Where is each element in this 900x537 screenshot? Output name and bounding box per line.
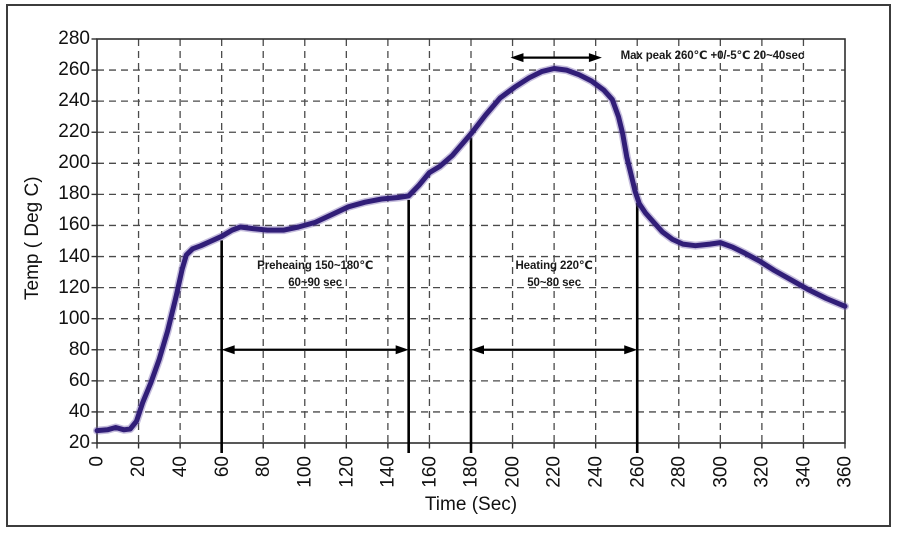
y-tick-label: 260 (58, 59, 90, 81)
x-tick-label: 300 (710, 456, 732, 488)
preheat-span-arrow-left-arrowhead (221, 345, 235, 355)
y-axis-title: Temp ( Deg C) (22, 176, 43, 300)
heating-span-arrow-left-arrowhead (471, 345, 484, 355)
y-tick-label: 120 (58, 276, 90, 298)
x-tick-label: 280 (668, 456, 690, 488)
annotation-heating-line1: Heating 220℃ (515, 260, 593, 272)
y-tick-label: 160 (58, 214, 90, 236)
y-tick-label: 180 (58, 183, 90, 205)
annotation-heating-line2: 50~80 sec (527, 277, 581, 289)
y-tick-label: 140 (58, 245, 90, 267)
x-tick-label: 160 (419, 456, 441, 488)
x-tick-label: 40 (170, 456, 192, 478)
maxpeak-span-arrow-right-arrowhead (588, 53, 602, 63)
x-tick-label: 220 (544, 456, 566, 488)
y-tick-label: 100 (58, 307, 90, 329)
temperature-curve (94, 66, 848, 434)
y-tick-label: 200 (58, 152, 90, 174)
y-tick-label: 20 (68, 432, 90, 453)
preheat-span-arrow-right-arrowhead (395, 345, 409, 355)
x-axis-title: Time (Sec) (424, 494, 518, 515)
x-tick-label: 200 (502, 456, 524, 488)
x-tick-label: 260 (627, 456, 649, 488)
x-tick-label: 360 (835, 456, 856, 488)
maxpeak-span-arrow-left-arrowhead (510, 53, 524, 63)
x-tick-label: 80 (253, 456, 275, 478)
annotation-preheat-line2: 60~90 sec (288, 277, 343, 289)
annotation-heating: Heating 220℃ 50~80 sec (515, 258, 592, 292)
y-tick-label: 40 (68, 400, 90, 422)
x-tick-label: 120 (336, 456, 358, 488)
x-tick-label: 180 (461, 456, 482, 488)
y-tick-label: 240 (58, 90, 90, 112)
x-tick-label: 340 (793, 456, 815, 488)
x-tick-label: 0 (87, 456, 108, 467)
annotation-max-peak: Max peak 260℃ +0/-5℃ 20~40sec (620, 50, 805, 62)
y-tick-label: 220 (58, 121, 90, 143)
x-tick-label: 240 (585, 456, 607, 488)
annotation-preheat-line1: Preheaing 150~180℃ (257, 260, 374, 272)
x-tick-label: 60 (211, 456, 233, 478)
x-tick-label: 100 (294, 456, 316, 488)
y-tick-label: 280 (58, 28, 90, 49)
x-tick-label: 20 (128, 456, 150, 478)
x-tick-label: 320 (751, 456, 773, 488)
y-tick-label: 80 (68, 338, 90, 360)
chart-outer-border (6, 4, 891, 527)
annotation-preheat: Preheaing 150~180℃ 60~90 sec (257, 258, 373, 292)
heating-span-arrow-right-arrowhead (624, 345, 638, 355)
x-tick-label: 140 (377, 456, 399, 488)
y-tick-label: 60 (68, 369, 90, 391)
